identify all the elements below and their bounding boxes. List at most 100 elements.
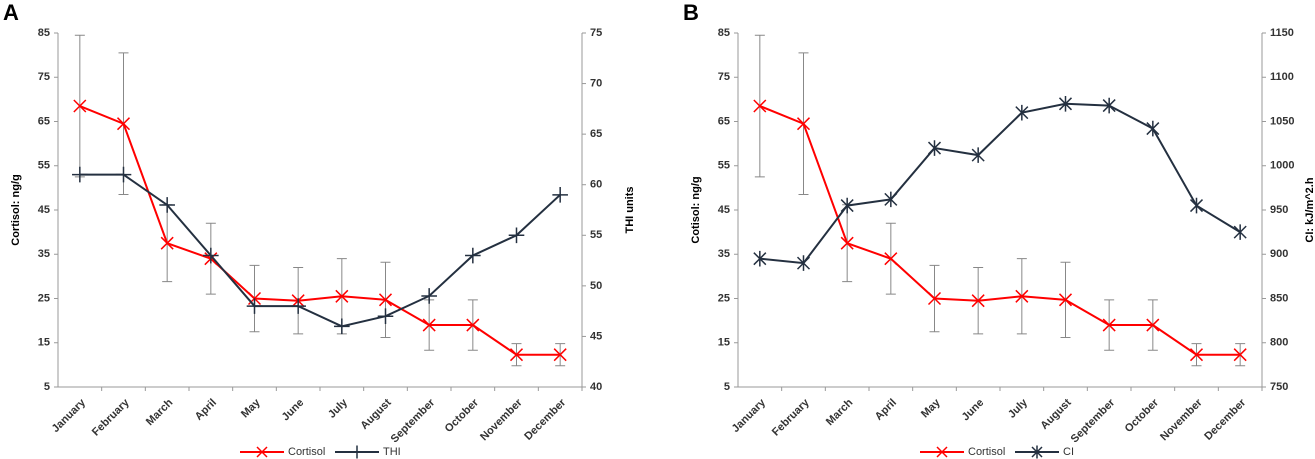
- y-tick-label: 85: [718, 27, 730, 39]
- legend-label: Cortisol: [968, 446, 1005, 458]
- marker: [160, 236, 174, 250]
- marker: [553, 348, 567, 362]
- panel-label: A: [3, 0, 19, 25]
- x-tick-label: February: [770, 396, 812, 438]
- y-tick-label: 35: [38, 248, 50, 260]
- marker: [72, 166, 88, 183]
- y-tick-label: 25: [38, 292, 50, 304]
- x-tick-label: March: [144, 396, 176, 428]
- x-tick-label: April: [873, 397, 899, 423]
- y-tick-label: 65: [718, 115, 730, 127]
- marker: [203, 247, 219, 264]
- legend-marker: [350, 445, 364, 459]
- marker: [753, 99, 767, 113]
- marker: [159, 197, 175, 213]
- marker: [1146, 318, 1160, 332]
- y2-tick-label: 750: [1270, 381, 1288, 393]
- y2-tick-label: 45: [590, 330, 602, 342]
- marker: [884, 191, 898, 208]
- x-tick-label: July: [326, 396, 351, 421]
- y2-tick-label: 1050: [1270, 115, 1294, 127]
- marker: [116, 117, 131, 131]
- y-tick-label: 45: [718, 204, 730, 216]
- marker: [1189, 348, 1204, 362]
- x-tick-label: June: [960, 397, 987, 424]
- x-tick-label: November: [478, 396, 525, 443]
- x-tick-label: December: [522, 396, 569, 443]
- y-tick-label: 15: [718, 337, 730, 349]
- marker: [1146, 120, 1160, 137]
- marker: [466, 318, 480, 332]
- y-tick-label: 75: [718, 71, 730, 83]
- x-tick-label: August: [358, 396, 394, 432]
- y-tick-label: 55: [38, 160, 50, 172]
- marker: [840, 236, 854, 250]
- marker: [1233, 348, 1247, 362]
- series-line: [79, 105, 561, 356]
- marker: [1015, 289, 1029, 303]
- x-tick-label: June: [280, 397, 307, 424]
- y-tick-label: 25: [718, 292, 730, 304]
- marker: [552, 187, 568, 203]
- y-axis-label: Cortisol: ng/g: [10, 174, 22, 246]
- x-tick-label: February: [90, 396, 132, 438]
- marker: [335, 289, 349, 303]
- marker: [971, 147, 985, 163]
- marker: [796, 255, 811, 271]
- legend-label: CI: [1063, 446, 1074, 458]
- x-tick-label: October: [443, 396, 482, 435]
- y2-tick-label: 40: [590, 381, 602, 393]
- marker: [508, 227, 525, 244]
- y-tick-label: 15: [38, 337, 50, 349]
- y-tick-label: 65: [38, 115, 50, 127]
- marker: [1058, 293, 1073, 307]
- marker: [115, 166, 132, 183]
- x-tick-label: December: [1202, 396, 1249, 443]
- marker: [509, 348, 524, 362]
- marker: [753, 250, 767, 267]
- marker: [465, 247, 481, 264]
- marker: [377, 308, 394, 324]
- legend-marker: [256, 446, 268, 458]
- legend-label: Cortisol: [288, 446, 325, 458]
- marker: [927, 140, 942, 156]
- y2-axis-label: CI: kJ/m^2.h: [1304, 177, 1315, 242]
- marker: [73, 99, 87, 113]
- x-tick-label: April: [193, 397, 219, 423]
- y2-tick-label: 850: [1270, 292, 1288, 304]
- y2-tick-label: 1150: [1270, 27, 1294, 39]
- y2-tick-label: 55: [590, 229, 602, 241]
- x-tick-label: September: [389, 396, 438, 445]
- x-tick-label: May: [239, 396, 263, 420]
- x-tick-label: January: [50, 396, 89, 435]
- marker: [1015, 104, 1029, 121]
- x-tick-label: August: [1038, 396, 1074, 432]
- y2-tick-label: 950: [1270, 204, 1288, 216]
- marker: [422, 318, 436, 332]
- legend-label: THI: [383, 446, 401, 458]
- panel: B 5 15 25 35 45 55 65 75 85 750 800 850 900 950 1000 105…: [683, 0, 1315, 459]
- marker: [1233, 224, 1247, 240]
- marker: [1102, 318, 1116, 332]
- y2-tick-label: 65: [590, 128, 602, 140]
- panel-label: B: [683, 0, 699, 25]
- y-tick-label: 5: [44, 381, 50, 393]
- y-axis-label: Cotisol: ng/g: [690, 176, 702, 243]
- marker: [1102, 97, 1116, 114]
- y2-tick-label: 1000: [1270, 160, 1294, 172]
- series-line: [759, 102, 1241, 265]
- marker: [334, 318, 350, 335]
- y-tick-label: 45: [38, 204, 50, 216]
- marker: [246, 298, 263, 314]
- marker: [796, 117, 811, 131]
- y2-tick-label: 75: [590, 27, 602, 39]
- y2-axis-label: THI units: [624, 186, 636, 233]
- legend-marker: [1031, 445, 1043, 459]
- marker: [971, 294, 985, 308]
- marker: [927, 291, 942, 306]
- y-tick-label: 5: [724, 381, 730, 393]
- y-tick-label: 75: [38, 71, 50, 83]
- x-tick-label: January: [730, 396, 769, 435]
- x-tick-label: July: [1006, 396, 1031, 421]
